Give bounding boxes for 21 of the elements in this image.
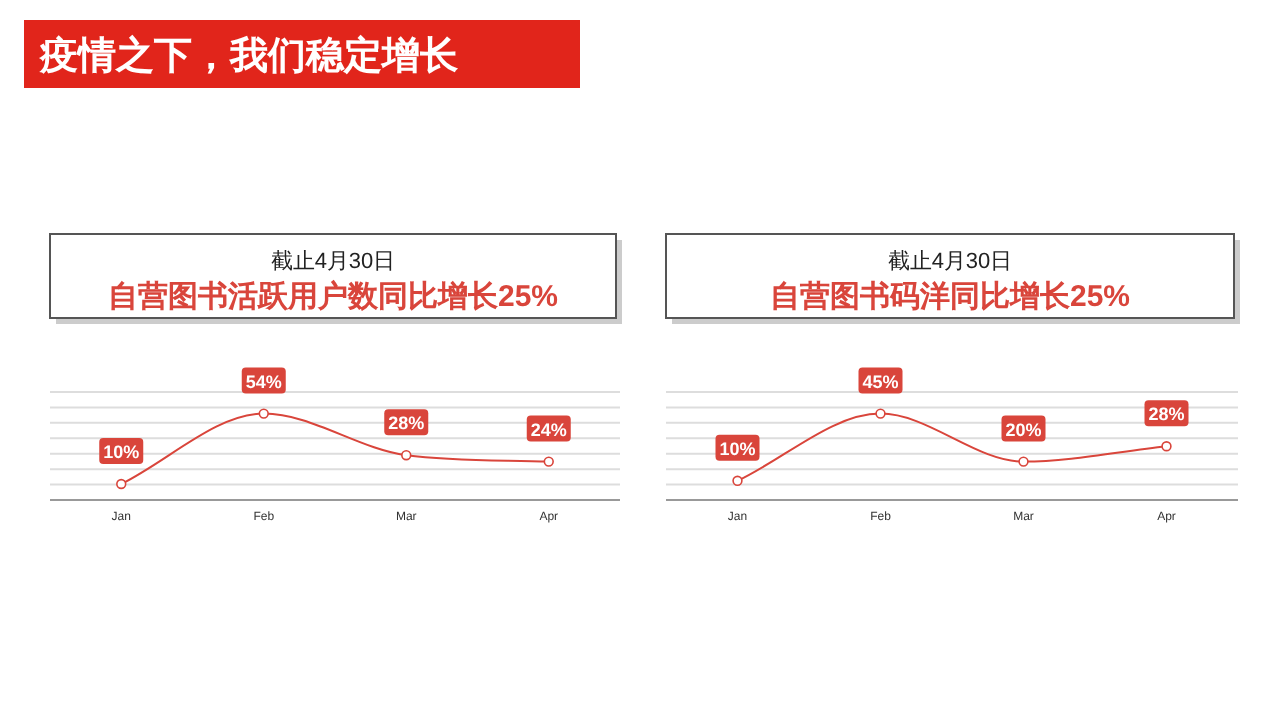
point — [875, 408, 886, 419]
chart-title: 自营图书码洋同比增长25% — [769, 280, 1131, 314]
chart-subtitle: 截止4月30日 — [887, 248, 1013, 274]
data-label: 28% — [388, 413, 425, 434]
data-label: 10% — [719, 438, 756, 459]
data-label: 24% — [530, 419, 567, 440]
data-label: 45% — [862, 371, 899, 392]
point — [732, 475, 743, 486]
data-label: 54% — [245, 371, 282, 392]
point — [258, 408, 269, 419]
data-label: 28% — [1148, 404, 1185, 425]
chart-subtitle: 截止4月30日 — [270, 248, 396, 274]
point — [1161, 441, 1172, 452]
point — [1018, 456, 1029, 467]
point — [543, 456, 554, 467]
chart-title: 自营图书活跃用户数同比增长25% — [107, 278, 559, 314]
point — [116, 478, 127, 490]
point — [401, 450, 412, 461]
data-label: 20% — [1005, 419, 1042, 440]
text: 疫情之下，我们稳定增长 — [38, 34, 460, 78]
data-label: 10% — [103, 442, 140, 462]
